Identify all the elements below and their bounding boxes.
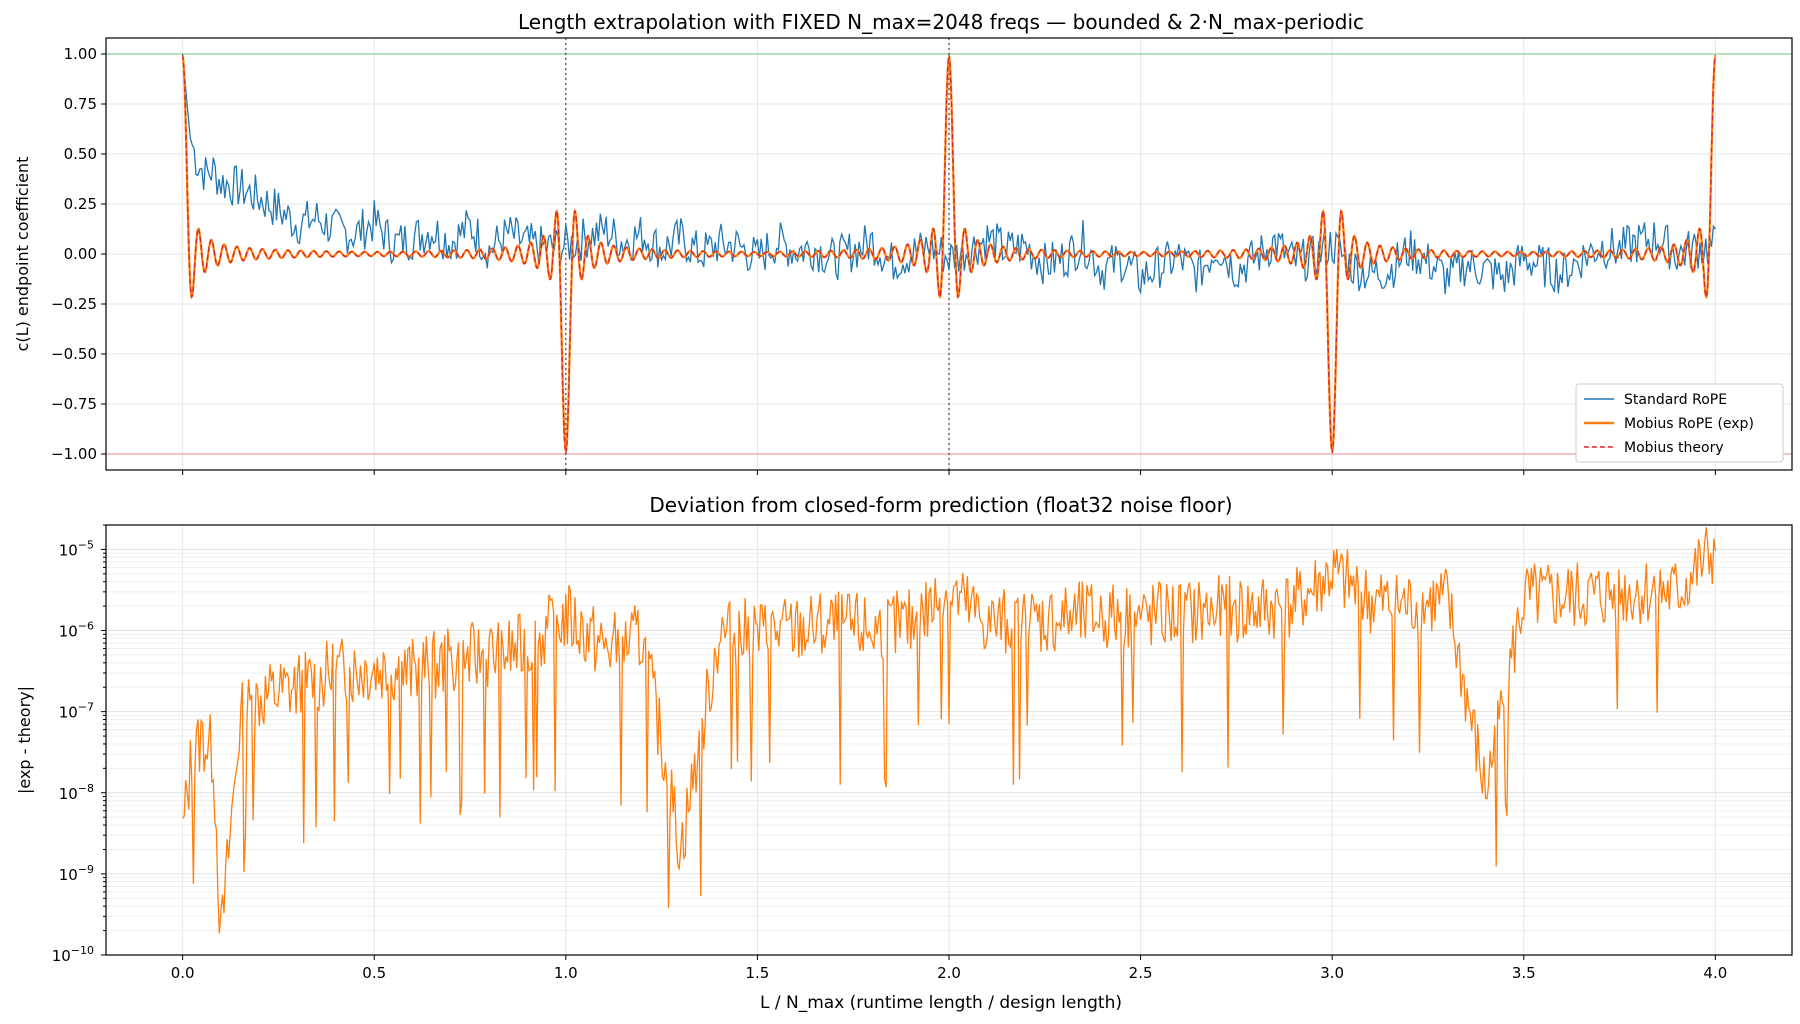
top-series-group — [181, 53, 1717, 454]
top-y-tick-label: −0.75 — [51, 395, 97, 413]
bottom-y-tick-label: 10−7 — [59, 701, 94, 722]
bottom-chart-title: Deviation from closed-form prediction (f… — [649, 493, 1232, 517]
bottom-x-axis-ticks: 0.0 0.5 1.0 1.5 2.0 2.5 3.0 3.5 4.0 — [171, 955, 1727, 982]
top-y-tick-label: −1.00 — [51, 445, 97, 463]
tick-exponent: −9 — [78, 863, 94, 876]
series-standard-rope-line — [181, 53, 1716, 295]
bottom-x-tick-label: 3.5 — [1512, 964, 1536, 982]
tick-base: 10 — [59, 541, 78, 559]
series-mobius-theory-line — [181, 54, 1717, 454]
bottom-y-tick-label: 10−8 — [59, 782, 94, 803]
bottom-x-axis-label: L / N_max (runtime length / design lengt… — [760, 993, 1122, 1013]
tick-base: 10 — [59, 866, 78, 884]
top-x-axis-ticks — [182, 470, 1716, 475]
tick-base: 10 — [59, 623, 78, 641]
tick-exponent: −7 — [78, 701, 94, 714]
top-chart-panel: Length extrapolation with FIXED N_max=20… — [13, 10, 1793, 475]
bottom-y-tick-label: 10−5 — [59, 538, 94, 559]
top-y-tick-label: 0.25 — [64, 195, 97, 213]
legend-label-1: Mobius RoPE (exp) — [1624, 416, 1754, 432]
bottom-x-tick-label: 4.0 — [1703, 964, 1727, 982]
bottom-x-tick-label: 2.5 — [1129, 964, 1153, 982]
bottom-x-tick-label: 1.5 — [745, 964, 769, 982]
bottom-x-tick-label: 2.0 — [937, 964, 961, 982]
tick-exponent: −5 — [78, 538, 94, 551]
bottom-chart-panel: Deviation from closed-form prediction (f… — [15, 493, 1793, 1013]
series-deviation-line — [182, 527, 1717, 934]
top-chart-title: Length extrapolation with FIXED N_max=20… — [518, 10, 1364, 34]
bottom-x-tick-label: 3.0 — [1320, 964, 1344, 982]
tick-base: 10 — [52, 947, 71, 965]
legend-label-0: Standard RoPE — [1624, 392, 1727, 408]
tick-exponent: −8 — [78, 782, 94, 795]
tick-exponent: −6 — [78, 620, 94, 633]
bottom-y-axis-ticks: 10−510−610−710−810−910−10 — [52, 524, 106, 965]
bottom-x-tick-label: 0.0 — [171, 964, 195, 982]
top-y-tick-label: 0.00 — [64, 245, 97, 263]
top-y-axis-label: c(L) endpoint coefficient — [13, 157, 32, 352]
tick-base: 10 — [59, 785, 78, 803]
top-y-tick-label: 0.75 — [64, 95, 97, 113]
top-y-tick-label: 0.50 — [64, 145, 97, 163]
top-reference-lines — [106, 38, 1792, 470]
bottom-x-tick-label: 0.5 — [362, 964, 386, 982]
top-y-axis-ticks: 1.00 0.75 0.50 0.25 0.00 −0.25 −0.50 −0.75 −1.00 — [51, 45, 106, 463]
legend-label-2: Mobius theory — [1624, 440, 1724, 456]
tick-exponent: −10 — [71, 944, 94, 957]
top-legend: Standard RoPE Mobius RoPE (exp) Mobius the… — [1575, 383, 1784, 463]
top-y-tick-label: −0.50 — [51, 345, 97, 363]
legend-box — [1575, 383, 1784, 463]
top-y-tick-label: −0.25 — [51, 295, 97, 313]
bottom-series-group — [182, 527, 1717, 934]
bottom-y-tick-label: 10−9 — [59, 863, 94, 884]
bottom-y-axis-label: |exp - theory| — [15, 686, 34, 794]
bottom-y-tick-label: 10−10 — [52, 944, 94, 965]
bottom-x-tick-label: 1.0 — [554, 964, 578, 982]
bottom-y-tick-label: 10−6 — [59, 620, 94, 641]
top-y-tick-label: 1.00 — [64, 45, 97, 63]
tick-base: 10 — [59, 704, 78, 722]
